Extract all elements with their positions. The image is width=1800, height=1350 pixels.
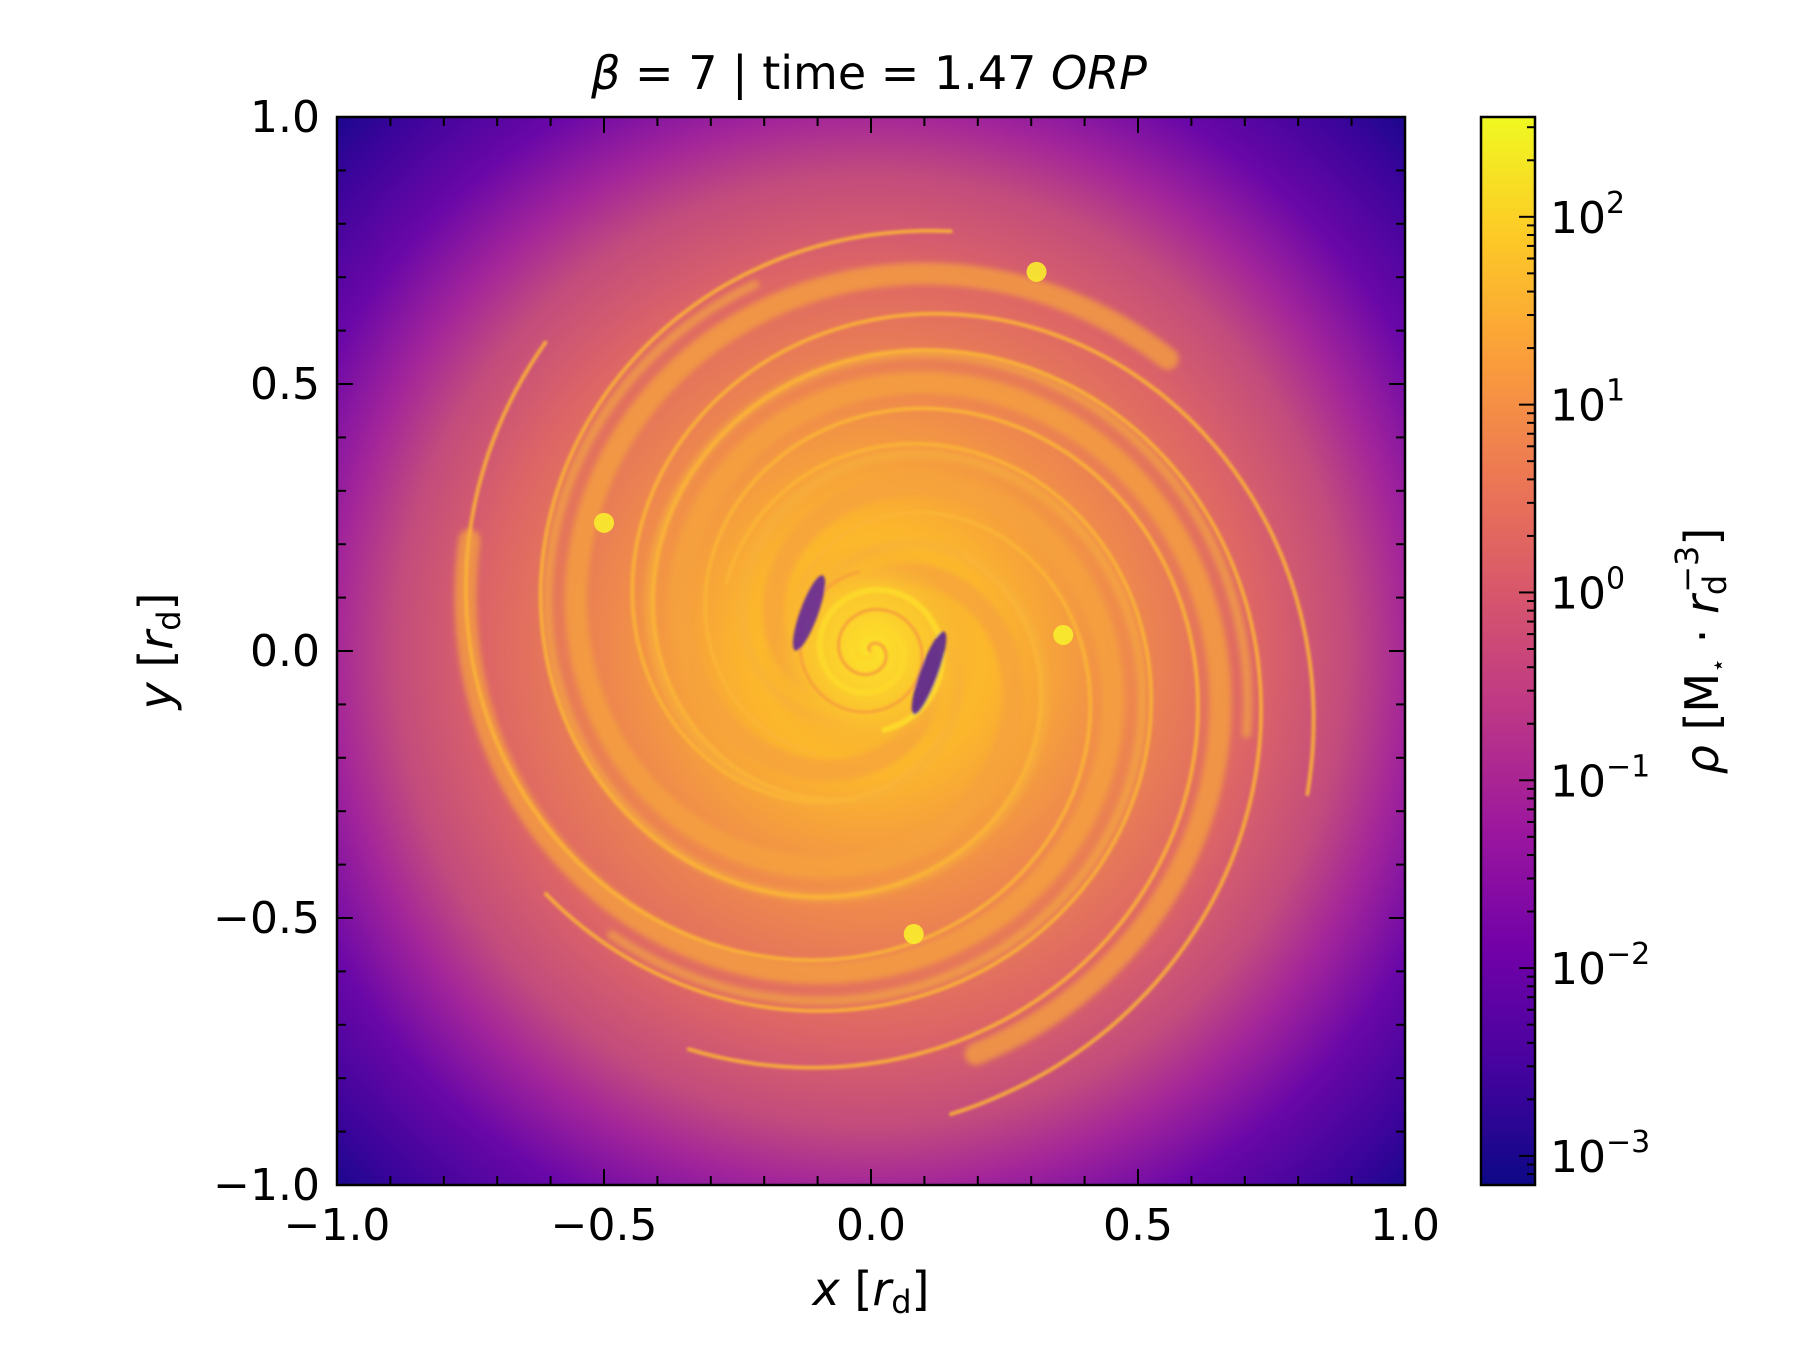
colorbar-ticks: 10−3 10−2 10−1 100 101 102: [1519, 126, 1650, 1186]
x-axis-label: x [rd]: [811, 1262, 930, 1321]
core-spiral-gap: [798, 570, 924, 714]
clumps: [594, 261, 1074, 945]
y-tick-label: −0.5: [213, 893, 320, 944]
filament: [686, 406, 1201, 1070]
colorbar: [1479, 115, 1537, 1187]
colorbar-label: ρ [M⋆ · rd−3]: [1668, 528, 1734, 775]
clump: [594, 512, 614, 533]
colorbar-tick-label: 102: [1550, 186, 1625, 244]
core-gap-right: [911, 631, 947, 715]
y-axis-ticks: −1.0 −0.5 0.0 0.5 1.0: [213, 92, 1405, 1211]
filament: [650, 348, 1264, 1117]
core-spiral: [792, 570, 947, 734]
colorbar-tick-label: 100: [1550, 561, 1625, 619]
y-axis-label: y [rd]: [129, 593, 188, 712]
core-gap-left: [792, 575, 826, 651]
y-tick-label: 0.0: [250, 626, 320, 677]
clump: [1026, 261, 1047, 282]
chart-title: β = 7 | time = 1.47 ORP: [590, 46, 1147, 101]
colorbar-tick-label: 10−3: [1550, 1125, 1650, 1183]
y-tick-label: 1.0: [250, 92, 320, 143]
filament: [463, 340, 1093, 963]
core-spiral-arm: [816, 587, 945, 734]
x-tick-label: 0.0: [836, 1200, 906, 1251]
filaments: [463, 228, 1316, 1117]
x-tick-label: −0.5: [551, 1200, 658, 1251]
colorbar-tick-label: 101: [1550, 374, 1625, 432]
y-tick-label: 0.5: [250, 359, 320, 410]
x-tick-label: −1.0: [284, 1200, 391, 1251]
density-heatmap: [337, 117, 1405, 1185]
x-tick-label: 0.5: [1103, 1200, 1173, 1251]
filament: [538, 228, 1043, 899]
clump: [1053, 624, 1074, 645]
clump: [903, 924, 924, 945]
colorbar-tick-label: 10−2: [1550, 937, 1650, 995]
colorbar-tick-label: 10−1: [1550, 749, 1650, 807]
y-tick-label: −1.0: [213, 1160, 320, 1211]
x-axis-ticks: −1.0 −0.5 0.0 0.5 1.0: [284, 117, 1440, 1251]
x-tick-label: 1.0: [1370, 1200, 1440, 1251]
filament: [543, 441, 1154, 1013]
